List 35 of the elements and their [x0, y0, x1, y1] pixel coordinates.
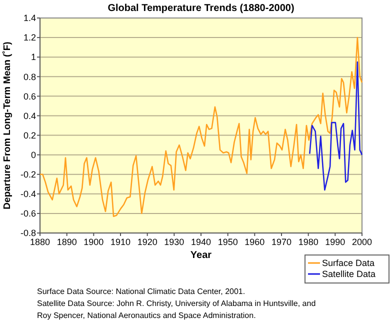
text: Satellite Data Source: John R. Christy, University of Alabama in Huntsville, and: [37, 299, 316, 308]
y-tick-label: 1: [30, 52, 36, 62]
x-axis-title: Year: [190, 250, 212, 261]
x-tick-label: 1980: [298, 237, 318, 247]
y-tick-label: 1.4: [23, 13, 36, 24]
y-tick-label: 0.2: [23, 130, 36, 140]
x-tick-label: 1960: [244, 237, 265, 247]
y-tick-label: 0.6: [23, 91, 36, 102]
x-tick-label: 1900: [84, 237, 104, 247]
x-tick-label: 1990: [325, 237, 346, 247]
x-tick-label: 1910: [110, 237, 131, 247]
x-tick-label: 1970: [271, 237, 292, 247]
x-tick-label: 1950: [218, 237, 238, 247]
y-tick-label: -0.2: [20, 170, 36, 180]
y-tick-label: -0.4: [20, 189, 36, 200]
text: Surface Data Source: National Climatic Data Center, 2001.: [37, 287, 246, 296]
y-tick-label: -0.8: [20, 228, 36, 238]
x-tick-label: 1920: [137, 237, 158, 247]
y-tick-label: 1.2: [23, 32, 36, 43]
x-tick-label: 1930: [164, 237, 184, 247]
line-series: [39, 36, 363, 218]
y-tick-label: 0: [30, 150, 36, 160]
legend-label: Surface Data: [322, 258, 375, 268]
y-tick-label: 0.8: [23, 72, 36, 82]
x-tick-label: 1880: [30, 237, 50, 247]
x-tick-label: 1890: [56, 237, 77, 247]
x-tick-label: 1940: [190, 237, 212, 247]
line-series: [309, 61, 363, 191]
legend-label: Satellite Data: [322, 269, 376, 280]
y-tick-label: 0.4: [23, 110, 36, 121]
y-tick-label: -0.6: [20, 208, 36, 219]
y-axis-title: Departure From Long-Term Mean (˚F): [2, 42, 13, 210]
chart-title: Global Temperature Trends (1880-2000): [108, 3, 294, 14]
text: Roy Spencer, National Aeronautics and Space Administration.: [37, 311, 256, 320]
x-tick-label: 2000: [352, 237, 372, 247]
